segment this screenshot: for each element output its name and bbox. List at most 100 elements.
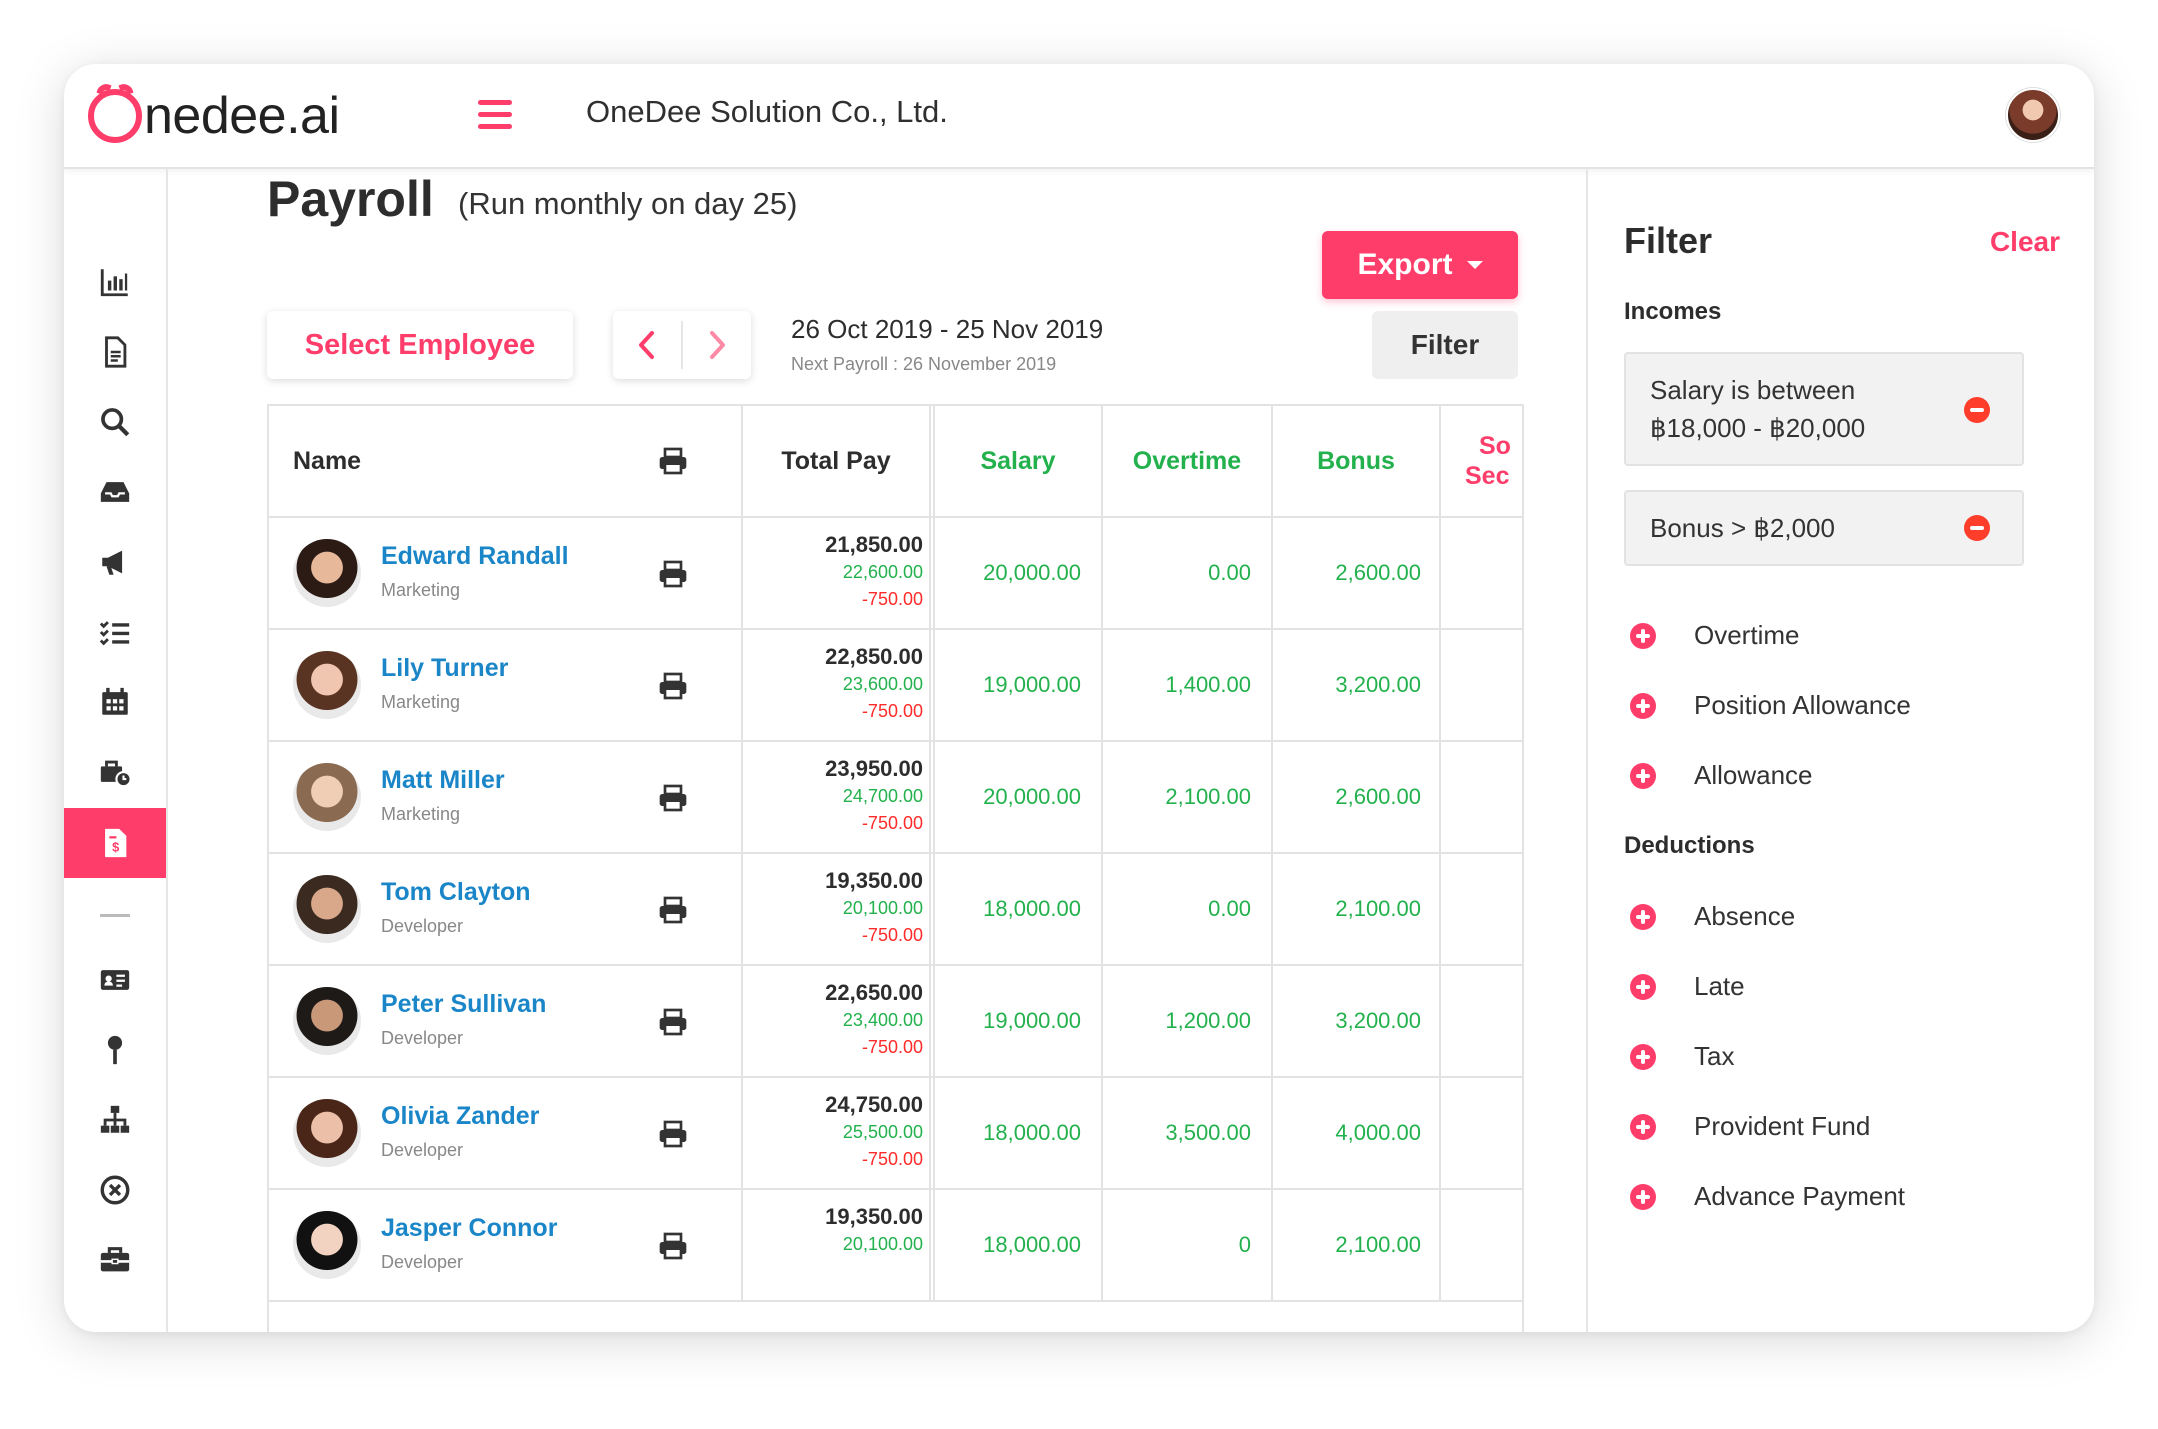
print-icon[interactable] <box>657 782 689 814</box>
print-all-icon[interactable] <box>657 445 689 477</box>
id-card-icon[interactable] <box>64 950 166 1010</box>
add-filter-icon[interactable] <box>1630 622 1656 649</box>
chart-bar-icon[interactable] <box>64 252 166 312</box>
table-row[interactable]: Olivia Zander Developer 24,750.00 25,500… <box>269 1078 1522 1190</box>
employee-name-link[interactable]: Matt Miller <box>381 766 505 794</box>
top-bar: nedee.ai OneDee Solution Co., Ltd. <box>64 64 2094 169</box>
toolbox-icon[interactable] <box>64 1230 166 1290</box>
next-period-button[interactable] <box>683 311 751 379</box>
employee-name-link[interactable]: Olivia Zander <box>381 1102 540 1130</box>
add-filter-icon[interactable] <box>1630 903 1656 930</box>
add-filter-icon[interactable] <box>1630 973 1656 1000</box>
column-header-total-pay[interactable]: Total Pay <box>781 446 891 475</box>
total-pay: 19,350.00 <box>825 1204 923 1229</box>
add-filter-icon[interactable] <box>1630 1113 1656 1140</box>
export-button[interactable]: Export <box>1322 231 1518 299</box>
export-label: Export <box>1357 248 1453 281</box>
print-icon[interactable] <box>657 894 689 926</box>
filter-option[interactable]: Late <box>1630 971 1745 1002</box>
table-row[interactable]: Tom Clayton Developer 19,350.00 20,100.0… <box>269 854 1522 966</box>
salary-value: 18,000.00 <box>983 896 1081 921</box>
column-header-overtime[interactable]: Overtime <box>1132 446 1242 475</box>
total-pay: 21,850.00 <box>825 532 923 557</box>
remove-filter-icon[interactable] <box>1964 515 1990 541</box>
employee-avatar[interactable] <box>293 1211 361 1279</box>
employee-avatar[interactable] <box>293 875 361 943</box>
filter-option[interactable]: Position Allowance <box>1630 690 1911 721</box>
megaphone-icon[interactable] <box>64 532 166 592</box>
print-icon[interactable] <box>657 1230 689 1262</box>
add-filter-icon[interactable] <box>1630 762 1656 789</box>
overtime-value: 0.00 <box>1208 896 1251 921</box>
employee-avatar[interactable] <box>293 651 361 719</box>
search-icon[interactable] <box>64 392 166 452</box>
filter-option[interactable]: Allowance <box>1630 760 1813 791</box>
gross-pay: 20,100.00 <box>842 1234 923 1254</box>
print-icon[interactable] <box>657 1006 689 1038</box>
table-row[interactable]: Matt Miller Marketing 23,950.00 24,700.0… <box>269 742 1522 854</box>
briefcase-clock-icon[interactable] <box>64 742 166 802</box>
employee-name-link[interactable]: Tom Clayton <box>381 878 531 906</box>
inbox-icon[interactable] <box>64 462 166 522</box>
print-icon[interactable] <box>657 670 689 702</box>
bonus-value: 4,000.00 <box>1335 1120 1421 1145</box>
close-circle-icon[interactable] <box>64 1160 166 1220</box>
employee-name-link[interactable]: Lily Turner <box>381 654 509 682</box>
add-filter-icon[interactable] <box>1630 1043 1656 1070</box>
checklist-icon[interactable] <box>64 602 166 662</box>
column-header-name[interactable]: Name <box>293 446 362 475</box>
table-row[interactable]: Lily Turner Marketing 22,850.00 23,600.0… <box>269 630 1522 742</box>
previous-period-button[interactable] <box>613 311 681 379</box>
filter-option[interactable]: Overtime <box>1630 620 1799 651</box>
filter-option-label: Position Allowance <box>1694 690 1911 720</box>
filter-option[interactable]: Provident Fund <box>1630 1111 1870 1142</box>
filter-chip-line1: Salary is between <box>1650 375 1856 405</box>
filter-option-label: Overtime <box>1694 620 1800 650</box>
column-header-salary[interactable]: Salary <box>980 446 1056 475</box>
table-row[interactable]: Peter Sullivan Developer 22,650.00 23,40… <box>269 966 1522 1078</box>
add-filter-icon[interactable] <box>1630 692 1656 719</box>
user-avatar[interactable] <box>2006 88 2060 142</box>
add-filter-icon[interactable] <box>1630 1183 1656 1210</box>
employee-name-link[interactable]: Peter Sullivan <box>381 990 547 1018</box>
document-icon[interactable] <box>64 322 166 382</box>
gross-pay: 25,500.00 <box>842 1122 923 1142</box>
employee-avatar[interactable] <box>293 1099 361 1167</box>
salary-value: 20,000.00 <box>983 784 1081 809</box>
filter-option[interactable]: Tax <box>1630 1041 1734 1072</box>
employee-name-link[interactable]: Edward Randall <box>381 542 569 570</box>
filter-option[interactable]: Absence <box>1630 901 1795 932</box>
menu-icon[interactable] <box>478 100 512 130</box>
payroll-document-icon[interactable]: $ <box>64 808 166 878</box>
employee-avatar[interactable] <box>293 763 361 831</box>
employee-avatar[interactable] <box>293 987 361 1055</box>
employee-name-link[interactable]: Jasper Connor <box>381 1214 558 1242</box>
employee-role: Marketing <box>381 580 461 600</box>
employee-avatar[interactable] <box>293 539 361 607</box>
salary-value: 18,000.00 <box>983 1232 1081 1257</box>
calendar-icon[interactable] <box>64 672 166 732</box>
column-header-bonus[interactable]: Bonus <box>1317 446 1395 475</box>
logo[interactable]: nedee.ai <box>88 87 340 145</box>
deductions-amount: -750.00 <box>861 1037 923 1057</box>
filter-option[interactable]: Advance Payment <box>1630 1181 1905 1212</box>
app-window: nedee.ai OneDee Solution Co., Ltd. <box>64 64 2094 1332</box>
org-chart-icon[interactable] <box>64 1090 166 1150</box>
pin-icon[interactable] <box>64 1020 166 1080</box>
page-title: Payroll <box>267 171 434 227</box>
column-header-social-security[interactable]: So Sec <box>1465 406 1522 516</box>
column-header-cut-line2: Sec <box>1465 462 1510 490</box>
filter-option-label: Advance Payment <box>1694 1181 1906 1211</box>
deductions-amount: -750.00 <box>861 701 923 721</box>
table-row[interactable]: Edward Randall Marketing 21,850.00 22,60… <box>269 518 1522 630</box>
print-icon[interactable] <box>657 558 689 590</box>
print-icon[interactable] <box>657 1118 689 1150</box>
table-row[interactable]: Jasper Connor Developer 19,350.00 20,100… <box>269 1190 1522 1302</box>
employee-role: Developer <box>381 1252 464 1272</box>
total-pay: 22,650.00 <box>825 980 923 1005</box>
filter-button[interactable]: Filter <box>1372 311 1518 379</box>
gross-pay: 20,100.00 <box>842 898 923 918</box>
remove-filter-icon[interactable] <box>1964 397 1990 423</box>
select-employee-button[interactable]: Select Employee <box>267 311 573 379</box>
clear-filters-button[interactable]: Clear <box>1989 226 2060 257</box>
